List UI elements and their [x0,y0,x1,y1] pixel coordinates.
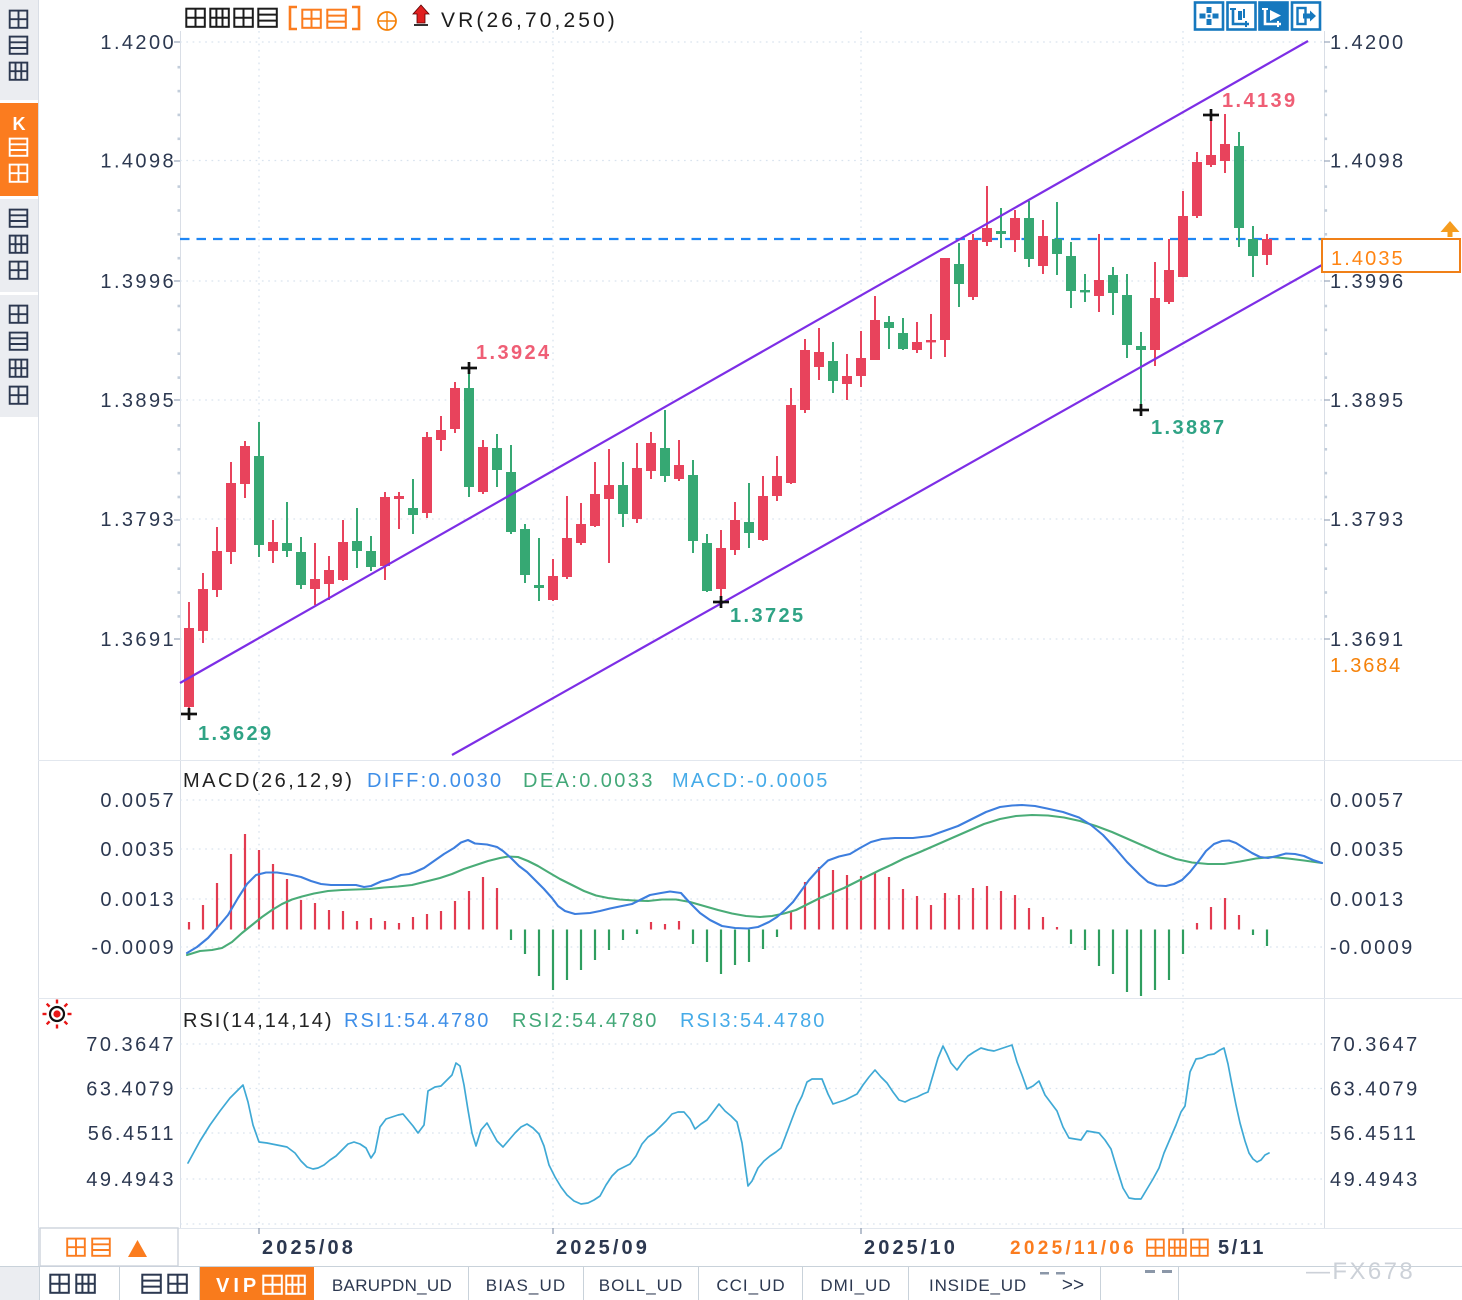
svg-text:VR(26,70,250): VR(26,70,250) [441,9,618,32]
svg-text:0.0013: 0.0013 [100,889,176,911]
svg-text:2025/11/06: 2025/11/06 [1010,1238,1137,1259]
svg-text:0.0035: 0.0035 [1330,839,1406,861]
svg-text:BARUPDN_UD: BARUPDN_UD [332,1276,452,1295]
svg-text:BIAS_UD: BIAS_UD [486,1276,566,1295]
svg-text:DEA:0.0033: DEA:0.0033 [523,770,655,792]
svg-text:1.3793: 1.3793 [100,509,176,531]
svg-text:1.3996: 1.3996 [1330,271,1406,293]
svg-text:DIFF:0.0030: DIFF:0.0030 [367,770,503,792]
svg-text:1.3895: 1.3895 [1330,390,1406,412]
svg-text:-0.0009: -0.0009 [91,937,176,959]
svg-text:5/11: 5/11 [1218,1237,1266,1259]
svg-text:49.4943: 49.4943 [86,1169,176,1191]
svg-text:MACD(26,12,9): MACD(26,12,9) [183,770,354,792]
svg-text:70.3647: 70.3647 [86,1034,176,1056]
svg-text:0.0057: 0.0057 [100,790,176,812]
svg-text:56.4511: 56.4511 [1330,1123,1418,1145]
svg-text:0.0035: 0.0035 [100,839,176,861]
svg-text:2025/10: 2025/10 [864,1237,958,1259]
svg-text:VIP: VIP [216,1275,260,1297]
svg-text:70.3647: 70.3647 [1330,1034,1420,1056]
svg-text:RSI2:54.4780: RSI2:54.4780 [512,1010,658,1032]
svg-text:1.3691: 1.3691 [100,629,176,651]
svg-text:CCI_UD: CCI_UD [716,1276,785,1295]
svg-text:1.3895: 1.3895 [100,390,176,412]
svg-text:RSI1:54.4780: RSI1:54.4780 [344,1010,490,1032]
svg-text:-0.0009: -0.0009 [1330,937,1415,959]
svg-text:0.0057: 0.0057 [1330,790,1406,812]
svg-text:BOLL_UD: BOLL_UD [599,1276,683,1295]
svg-text:2025/08: 2025/08 [262,1237,356,1259]
svg-text:1.3629: 1.3629 [198,723,274,745]
svg-text:1.3996: 1.3996 [100,271,176,293]
svg-text:1.4098: 1.4098 [100,151,176,173]
svg-text:63.4079: 63.4079 [86,1079,176,1101]
svg-text:>>: >> [1062,1275,1084,1296]
svg-text:1.3725: 1.3725 [730,605,806,627]
svg-text:0.0013: 0.0013 [1330,889,1406,911]
svg-text:MACD:-0.0005: MACD:-0.0005 [672,770,829,792]
svg-text:1.4200: 1.4200 [1330,32,1406,54]
svg-text:49.4943: 49.4943 [1330,1169,1420,1191]
svg-text:INSIDE_UD: INSIDE_UD [929,1276,1027,1295]
svg-text:1.3887: 1.3887 [1151,417,1227,439]
svg-text:—FX678: —FX678 [1306,1258,1415,1285]
svg-text:1.3793: 1.3793 [1330,509,1406,531]
svg-text:DMI_UD: DMI_UD [820,1276,891,1295]
svg-text:2025/09: 2025/09 [556,1237,650,1259]
svg-text:1.3684: 1.3684 [1330,655,1402,677]
svg-text:63.4079: 63.4079 [1330,1079,1420,1101]
svg-text:RSI(14,14,14): RSI(14,14,14) [183,1010,334,1032]
svg-text:RSI3:54.4780: RSI3:54.4780 [680,1010,826,1032]
svg-text:1.4139: 1.4139 [1222,90,1298,112]
svg-text:1.4200: 1.4200 [100,32,176,54]
svg-text:K: K [13,114,26,134]
svg-text:1.3924: 1.3924 [476,342,552,364]
svg-text:1.3691: 1.3691 [1330,629,1406,651]
svg-text:1.4035: 1.4035 [1331,248,1405,270]
svg-text:1.4098: 1.4098 [1330,151,1406,173]
svg-text:56.4511: 56.4511 [88,1123,176,1145]
